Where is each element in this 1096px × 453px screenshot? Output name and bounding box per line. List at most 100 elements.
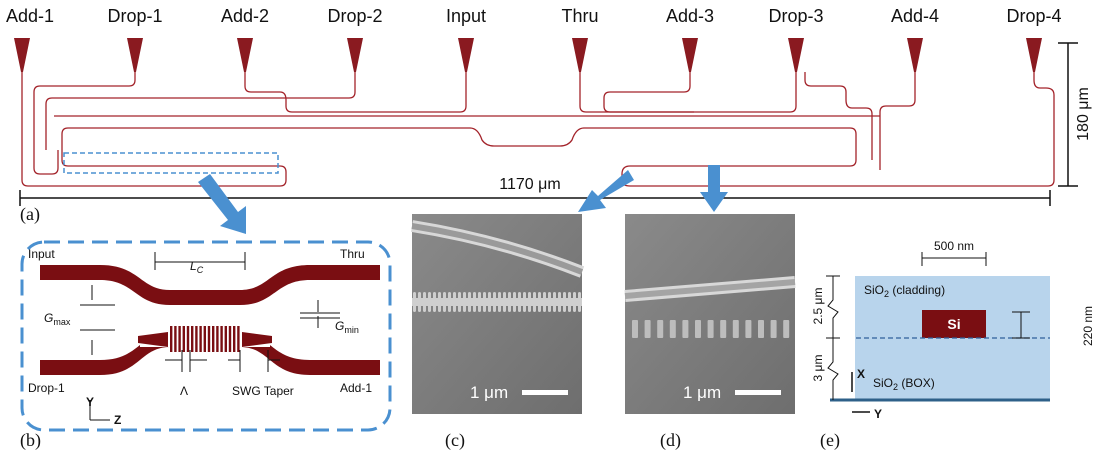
thickness-label: 3 μm bbox=[811, 355, 825, 382]
port-label: Drop-1 bbox=[28, 381, 65, 395]
block bbox=[708, 320, 714, 338]
panel-label: (c) bbox=[445, 430, 465, 451]
panel-label: (a) bbox=[20, 204, 40, 225]
symbol: L bbox=[190, 259, 197, 273]
grating-coupler bbox=[237, 38, 253, 72]
width-label: 1170 μm bbox=[499, 176, 560, 193]
port-label: Drop-1 bbox=[107, 6, 162, 26]
block bbox=[632, 320, 638, 338]
text: (cladding) bbox=[889, 283, 945, 297]
swg-segment bbox=[183, 326, 185, 352]
tooth bbox=[548, 292, 551, 312]
block bbox=[682, 320, 688, 338]
block bbox=[645, 320, 651, 338]
tooth bbox=[433, 292, 436, 312]
scale-bar bbox=[522, 390, 568, 395]
tooth bbox=[458, 292, 461, 312]
tooth bbox=[503, 292, 506, 312]
axis-label: Y bbox=[874, 407, 882, 421]
grating-coupler bbox=[907, 38, 923, 72]
figure: Add-1Drop-1Add-2Drop-2InputThruAdd-3Drop… bbox=[0, 0, 1096, 453]
subscript: min bbox=[344, 325, 359, 335]
swg-segment bbox=[191, 326, 193, 352]
taper-label: SWG Taper bbox=[232, 384, 294, 398]
swg-segment bbox=[216, 326, 218, 352]
swg-grating bbox=[170, 326, 240, 352]
swg-segment bbox=[229, 326, 231, 352]
layer-label: SiO2 (BOX) bbox=[873, 376, 935, 392]
tooth bbox=[448, 292, 451, 312]
tooth bbox=[558, 292, 561, 312]
port-label: Add-4 bbox=[891, 6, 939, 26]
swg-segment bbox=[170, 326, 172, 352]
port-label: Add-2 bbox=[221, 6, 269, 26]
block bbox=[670, 320, 676, 338]
port-label: Input bbox=[446, 6, 486, 26]
grating-coupler bbox=[788, 38, 804, 72]
tooth bbox=[493, 292, 496, 312]
zoom-box bbox=[64, 153, 278, 173]
block bbox=[745, 320, 751, 338]
text: SiO bbox=[873, 376, 893, 390]
text: (BOX) bbox=[898, 376, 935, 390]
swg-segment bbox=[187, 326, 189, 352]
tooth bbox=[488, 292, 491, 312]
symbol: G bbox=[44, 311, 53, 325]
coupler bbox=[40, 265, 380, 375]
thickness-label: 220 nm bbox=[1081, 306, 1095, 346]
height-label: 180 μm bbox=[1075, 87, 1092, 141]
tooth bbox=[543, 292, 546, 312]
thickness-label: 2.5 μm bbox=[811, 288, 825, 325]
gap-max: Gmax bbox=[44, 311, 71, 327]
symbol: G bbox=[335, 319, 344, 333]
tooth bbox=[498, 292, 501, 312]
scale-label: 1 μm bbox=[470, 383, 508, 402]
block bbox=[771, 320, 777, 338]
swg-segment bbox=[204, 326, 206, 352]
swg-segment bbox=[195, 326, 197, 352]
grating-coupler bbox=[572, 38, 588, 72]
gap-min: Gmin bbox=[335, 319, 359, 335]
core-label: Si bbox=[947, 316, 960, 332]
swg-segment bbox=[208, 326, 210, 352]
panel-label: (b) bbox=[20, 430, 41, 451]
tooth bbox=[478, 292, 481, 312]
port-label: Add-3 bbox=[666, 6, 714, 26]
swg-segment bbox=[233, 326, 235, 352]
swg-segment bbox=[178, 326, 180, 352]
tooth bbox=[538, 292, 541, 312]
port-label: Drop-4 bbox=[1006, 6, 1061, 26]
swg-segment bbox=[212, 326, 214, 352]
tooth bbox=[468, 292, 471, 312]
panel-label: (d) bbox=[660, 430, 681, 451]
subscript: C bbox=[197, 265, 204, 275]
scale-bar bbox=[735, 390, 781, 395]
tooth bbox=[443, 292, 446, 312]
tooth bbox=[418, 292, 421, 312]
tooth bbox=[533, 292, 536, 312]
port-label: Add-1 bbox=[340, 381, 372, 395]
block bbox=[720, 320, 726, 338]
grating-coupler bbox=[458, 38, 474, 72]
swg-segment bbox=[199, 326, 201, 352]
tooth bbox=[473, 292, 476, 312]
grating-coupler bbox=[127, 38, 143, 72]
block bbox=[758, 320, 764, 338]
tooth bbox=[413, 292, 416, 312]
width-label: 500 nm bbox=[934, 239, 974, 253]
layer-label: SiO2 (cladding) bbox=[864, 283, 945, 299]
axis-label: Z bbox=[114, 413, 121, 427]
subscript: max bbox=[53, 317, 71, 327]
port-label: Thru bbox=[561, 6, 598, 26]
swg-segment bbox=[237, 326, 239, 352]
grating-coupler bbox=[14, 38, 30, 72]
tapers bbox=[14, 38, 1042, 72]
swg-segment bbox=[174, 326, 176, 352]
tooth bbox=[563, 292, 566, 312]
swg-segment bbox=[220, 326, 222, 352]
panel-label: (e) bbox=[820, 430, 840, 451]
tooth bbox=[423, 292, 426, 312]
axis-label: Y bbox=[86, 395, 94, 409]
tooth bbox=[453, 292, 456, 312]
